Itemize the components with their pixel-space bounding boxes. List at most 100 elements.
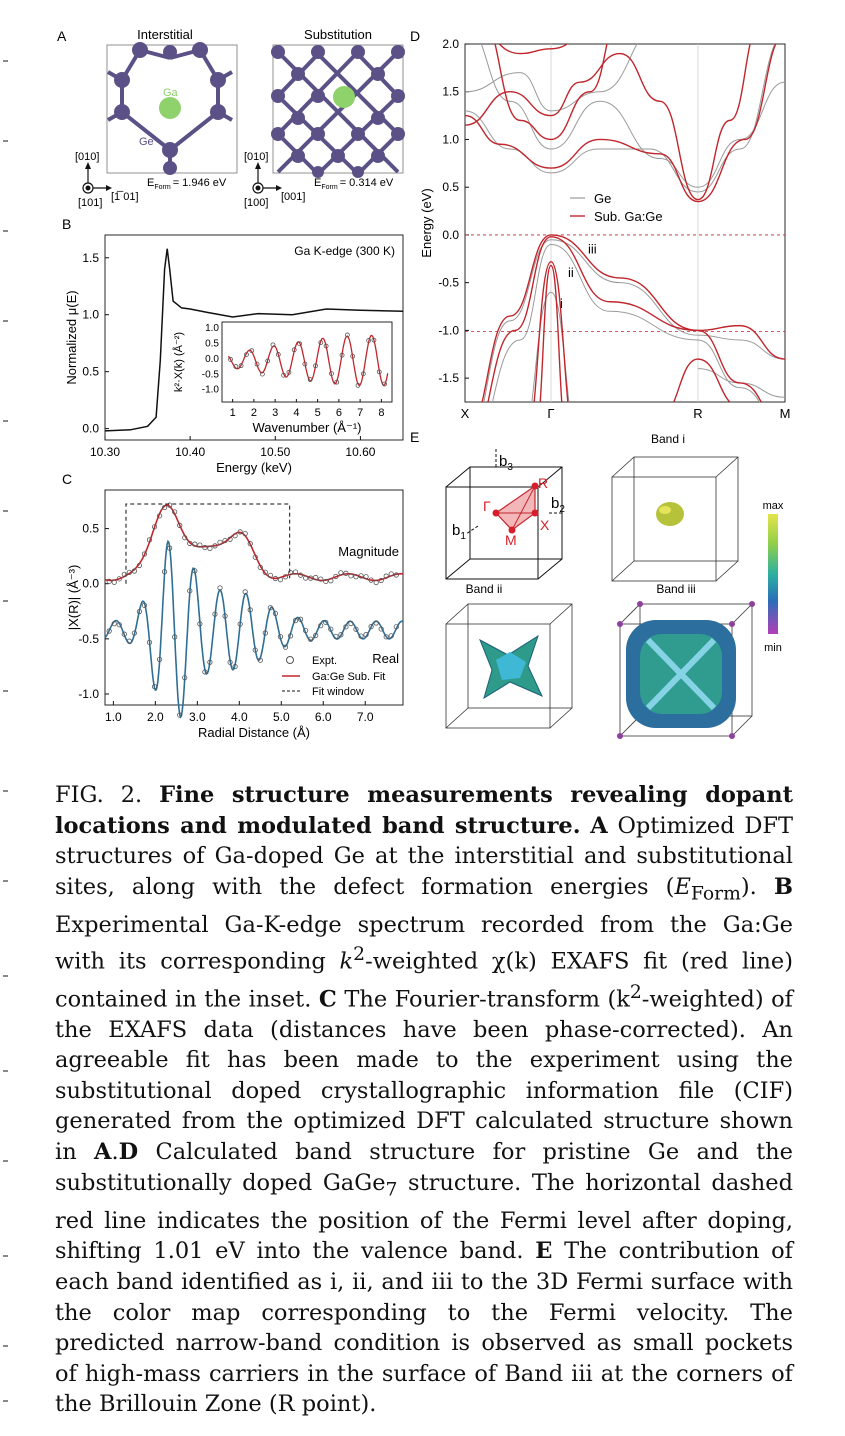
chart-c-magnitude-point xyxy=(287,570,294,576)
chart-d-kpoint-label: R xyxy=(693,406,702,421)
chart-c-magnitude-point xyxy=(277,577,284,583)
chart-c-xtick-label: 3.0 xyxy=(189,710,206,724)
chart-c-xlabel: Radial Distance (Å) xyxy=(198,725,310,740)
chart-c-real-point xyxy=(383,634,389,640)
caption-title: Fine structure measurements revealing do… xyxy=(55,782,793,839)
chart-c-magnitude-point xyxy=(126,569,132,575)
chart-b-annotation: Ga K-edge (300 K) xyxy=(294,244,395,258)
chart-c-magnitude-point xyxy=(187,540,193,546)
chart-c-real-point xyxy=(167,545,173,551)
gage-band xyxy=(498,44,569,55)
caption-k-symbol: k xyxy=(339,948,354,975)
inset-ytick-label: 1.0 xyxy=(205,323,219,334)
chart-c-real-point xyxy=(232,663,238,670)
chart-d-ytick-label: 0.5 xyxy=(442,180,459,194)
chart-c-real-point xyxy=(353,626,359,632)
chart-c-real-point xyxy=(393,624,399,630)
caption-tag-b: B xyxy=(773,873,793,900)
ge-band xyxy=(531,291,570,402)
chart-c-ytick-label: -0.5 xyxy=(78,632,99,646)
chart-d-ytick-label: -0.5 xyxy=(438,276,459,290)
chart-c-real-point xyxy=(242,589,248,595)
inset-data-point xyxy=(355,382,361,388)
axis-triad-substitution xyxy=(252,162,282,194)
chart-c-magnitude-point xyxy=(313,574,319,581)
chart-c-fit-window xyxy=(125,503,291,584)
chart-c-ytick-label: 0.0 xyxy=(82,577,99,591)
chart-c-real-point xyxy=(363,632,369,638)
chart-c-magnitude-point xyxy=(217,539,223,545)
interstitial-structure: Ga Ge xyxy=(106,42,238,175)
bz-x: X xyxy=(540,517,550,533)
chart-c-magnitude-point xyxy=(363,574,369,580)
chart-c-magnitude-point xyxy=(348,573,354,579)
chart-c-magnitude-fit xyxy=(104,504,404,582)
panel-a-label: A xyxy=(57,28,67,44)
inset-data-point xyxy=(297,341,302,347)
chart-c-ft: 1.0 2.0 3.0 4.0 5.0 6.0 7.0 0.5 0.0 -0.5 -1.0 Radia… xyxy=(66,489,404,740)
inset-xtick-label: 3 xyxy=(272,407,278,419)
axis-001: [001] xyxy=(281,191,305,203)
chart-c-magnitude-point xyxy=(116,576,122,582)
inset-data-point xyxy=(313,363,318,369)
colorbar-max: max xyxy=(763,500,784,512)
chart-c-magnitude-point xyxy=(378,577,384,584)
inset-data-point xyxy=(360,371,366,377)
chart-c-real-point xyxy=(212,611,218,617)
chart-c-real-point xyxy=(247,607,253,613)
chart-c-real-point xyxy=(187,588,193,594)
chart-c-real-point xyxy=(282,644,289,650)
chart-c-magnitude-point xyxy=(323,578,329,585)
gage-band xyxy=(673,358,731,402)
chart-c-magnitude-point xyxy=(182,535,188,541)
chart-c-real-point xyxy=(136,608,143,615)
chart-b-xanes: 10.30 10.40 10.50 10.60 0.0 0.5 1.0 1.5 Energy (… xyxy=(64,234,404,475)
eform-interstitial: EForm = 1.946 eV xyxy=(147,177,227,191)
interstitial-title: Interstitial xyxy=(137,27,193,42)
caption-dot: . xyxy=(111,1139,119,1166)
inset-data-point xyxy=(265,358,271,364)
axis-triad-interstitial xyxy=(82,162,112,194)
chart-d-ylabel: Energy (eV) xyxy=(419,188,434,257)
chart-d-kpoint-label: X xyxy=(461,406,470,421)
chart-c-real-point xyxy=(111,621,117,627)
chart-c-magnitude-point xyxy=(131,568,137,574)
inset-xtick-label: 4 xyxy=(293,407,299,419)
inset-ytick-label: 0.0 xyxy=(205,354,219,365)
chart-d-band-ii-label: ii xyxy=(568,265,574,280)
ge-band xyxy=(491,243,761,402)
chart-c-magnitude-point xyxy=(272,575,279,582)
inset-data-point xyxy=(281,372,287,378)
chart-c-magnitude-point xyxy=(262,569,268,575)
inset-data-point xyxy=(344,332,350,338)
chart-c-real-point xyxy=(343,624,349,630)
inset-ytick-label: 0.5 xyxy=(205,339,219,350)
legend-expt-label: Expt. xyxy=(312,655,337,667)
chart-c-real-point xyxy=(197,621,203,627)
chart-c-magnitude-point xyxy=(156,513,163,519)
bz-b2: b2 xyxy=(551,495,565,515)
band-iii-title: Band iii xyxy=(656,582,695,596)
chart-c-magnitude-point xyxy=(172,509,178,515)
axis-010-right: [010] xyxy=(244,151,268,163)
chart-b-ytick-label: 0.5 xyxy=(82,365,99,379)
inset-xtick-label: 8 xyxy=(378,407,384,419)
band-iii-corner-pockets xyxy=(617,601,755,739)
chart-c-real-point xyxy=(156,656,163,663)
chart-c-magnitude-point xyxy=(177,522,183,528)
chart-c-real-point xyxy=(177,712,183,718)
inset-data-point xyxy=(376,369,382,375)
chart-c-real-point xyxy=(257,657,263,663)
band-iii-cross xyxy=(645,637,717,711)
chart-c-magnitude-point xyxy=(192,541,198,547)
chart-c-magnitude-point xyxy=(318,576,324,582)
figure-caption: FIG. 2. Fine structure measurements reve… xyxy=(55,780,793,1420)
caption-tag-c: C xyxy=(318,986,337,1013)
chart-d-legend-ge-label: Ge xyxy=(594,191,611,206)
chart-c-real-point xyxy=(277,634,284,640)
chart-c-magnitude-point xyxy=(212,543,218,549)
inset-fit-line xyxy=(227,334,389,387)
chart-c-real-point xyxy=(378,626,384,632)
chart-c-magnitude-point xyxy=(393,572,399,578)
inset-data-point xyxy=(228,357,233,362)
